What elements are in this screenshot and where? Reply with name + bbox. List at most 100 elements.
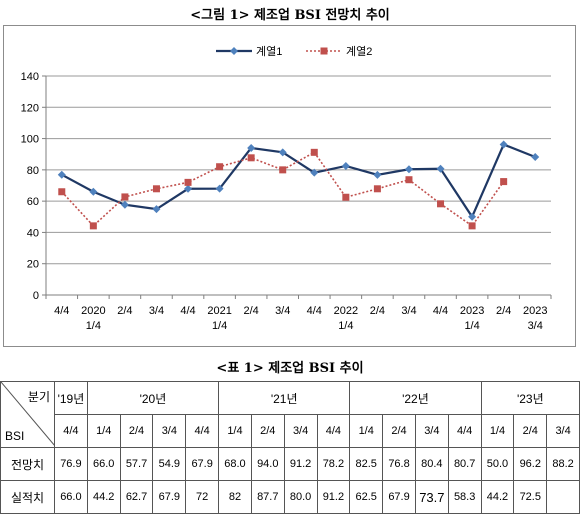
year-header-2019: '19년 xyxy=(54,381,88,415)
quarter-header-cell: 2/4 xyxy=(513,414,548,448)
y-tick-label: 0 xyxy=(33,290,39,302)
x-tick-label: 3/4 xyxy=(149,305,164,317)
actual-value-cell: 80.0 xyxy=(283,480,318,514)
series-2-point xyxy=(310,148,318,156)
forecast-value-cell: 67.9 xyxy=(185,447,220,481)
line-chart: 0 20 40 60 80 100 120 140 4/4 2020 1/4 2/4 3/4 4/4 202… xyxy=(21,45,552,332)
actual-value-cell: 72 xyxy=(185,480,220,514)
quarter-header-cell: 2/4 xyxy=(119,414,154,448)
forecast-value-cell: 91.2 xyxy=(283,447,318,481)
actual-value-cell: 58.3 xyxy=(447,480,482,514)
series-1-point xyxy=(184,184,193,193)
series-1-point xyxy=(373,170,382,179)
series-1-point xyxy=(278,148,287,157)
quarter-header-cell: 1/4 xyxy=(86,414,121,448)
year-header-2023: '23년 xyxy=(480,381,580,415)
quarter-header-cell: 4/4 xyxy=(316,414,351,448)
year-header-row: 분기 BSI '19년 '20년 '21년 '22년 '23년 xyxy=(0,381,580,448)
series-1-point xyxy=(120,200,129,209)
series-1-point xyxy=(89,187,98,196)
series-2-point xyxy=(216,163,224,171)
x-tick-label: 3/4 xyxy=(401,305,416,317)
series-1-point xyxy=(531,153,540,162)
actual-value-cell: 62.7 xyxy=(119,480,154,514)
corner-diagonal xyxy=(1,382,54,445)
forecast-value-cell: 76.9 xyxy=(54,447,88,481)
quarter-header-cell: 4/4 xyxy=(185,414,220,448)
quarter-header-cell: 1/4 xyxy=(218,414,252,448)
series-2-point xyxy=(184,178,192,186)
series-2-point xyxy=(58,188,66,196)
series-2-point xyxy=(468,222,476,230)
x-tick-label: 4/4 xyxy=(307,305,322,317)
x-tick-label: 2/4 xyxy=(244,305,259,317)
quarter-header-cell: 2/4 xyxy=(250,414,285,448)
actual-value-cell: 66.0 xyxy=(54,480,88,514)
forecast-value-cell: 80.7 xyxy=(447,447,482,481)
table-corner-cell: 분기 BSI xyxy=(0,381,55,448)
series-line-1 xyxy=(61,143,536,220)
forecast-value-cell: 68.0 xyxy=(218,447,252,481)
row-label-actual: 실적치 xyxy=(0,480,55,514)
corner-label-bsi: BSI xyxy=(5,429,25,443)
quarter-header-cell: 1/4 xyxy=(480,414,515,448)
forecast-value-cell: 88.2 xyxy=(546,447,580,481)
x-tick-label: 3/4 xyxy=(275,305,290,317)
series-1-point xyxy=(499,140,508,149)
quarter-header-cell: 2/4 xyxy=(382,414,416,448)
x-tick-label: 2020 xyxy=(81,305,105,317)
x-tick-label: 2/4 xyxy=(117,305,132,317)
quarter-header-row: 4/4 1/4 2/4 3/4 4/4 1/4 2/4 3/4 4/4 1/4 2/4 3/4 4/4 1… xyxy=(1,414,580,448)
actual-value-cell: 82 xyxy=(218,480,252,514)
x-tick-label: 2021 xyxy=(207,305,231,317)
quarter-header-cell: 3/4 xyxy=(546,414,580,448)
x-tick-label: 2023 xyxy=(460,305,484,317)
actual-value-cell: 44.2 xyxy=(86,480,121,514)
series-2-point xyxy=(342,193,350,201)
year-header-2020: '20년 xyxy=(86,381,220,415)
forecast-value-cell: 57.7 xyxy=(119,447,154,481)
y-tick-label: 40 xyxy=(27,227,39,239)
year-header-2022: '22년 xyxy=(349,381,482,415)
chart-frame: 0 20 40 60 80 100 120 140 4/4 2020 1/4 2/4 3/4 4/4 202… xyxy=(3,25,576,347)
actual-row: 실적치 66.0 44.2 62.7 67.9 72 82 87.7 80.0 91.2 62.5… xyxy=(0,480,580,514)
x-tick-label: 2022 xyxy=(334,305,358,317)
actual-value-cell: 44.2 xyxy=(480,480,515,514)
x-tick-label: 1/4 xyxy=(338,320,353,332)
series-2-point xyxy=(247,154,255,162)
year-header-2021: '21년 xyxy=(218,381,351,415)
forecast-value-cell: 80.4 xyxy=(414,447,449,481)
bsi-table: 분기 BSI '19년 '20년 '21년 '22년 '23년 4/4 1/4 2/… xyxy=(0,381,580,514)
series-1-point xyxy=(57,170,66,179)
y-tick-label: 80 xyxy=(27,165,39,177)
quarter-header-cell: 3/4 xyxy=(414,414,449,448)
actual-value-cell: 87.7 xyxy=(250,480,285,514)
forecast-value-cell: 66.0 xyxy=(86,447,121,481)
series-2-point xyxy=(121,193,129,201)
x-tick-label: 4/4 xyxy=(433,305,448,317)
y-tick-label: 20 xyxy=(27,259,39,271)
quarter-header-cell: 3/4 xyxy=(283,414,318,448)
actual-value-cell: 73.7 xyxy=(414,480,449,514)
quarter-header-cell: 3/4 xyxy=(152,414,187,448)
series-2-point xyxy=(373,185,381,193)
y-tick-label: 140 xyxy=(21,71,39,83)
series-2-point xyxy=(89,222,97,230)
series-1-point xyxy=(215,184,224,193)
series-2-point xyxy=(437,200,445,208)
actual-value-cell: 67.9 xyxy=(382,480,416,514)
series-2-point xyxy=(152,185,160,193)
series-1-point xyxy=(436,164,445,173)
series-line-2 xyxy=(61,151,505,227)
forecast-row: 전망치 76.9 66.0 57.7 54.9 67.9 68.0 94.0 91.2 78.2… xyxy=(0,447,580,481)
y-tick-label: 60 xyxy=(27,196,39,208)
forecast-value-cell: 76.8 xyxy=(382,447,416,481)
x-tick-label: 2023 xyxy=(523,305,547,317)
quarter-header-cell: 1/4 xyxy=(349,414,384,448)
actual-value-cell xyxy=(546,480,580,514)
forecast-value-cell: 50.0 xyxy=(480,447,515,481)
y-tick-label: 120 xyxy=(21,102,39,114)
series-2-point xyxy=(279,166,287,174)
x-tick-label: 1/4 xyxy=(464,320,479,332)
forecast-value-cell: 54.9 xyxy=(152,447,187,481)
